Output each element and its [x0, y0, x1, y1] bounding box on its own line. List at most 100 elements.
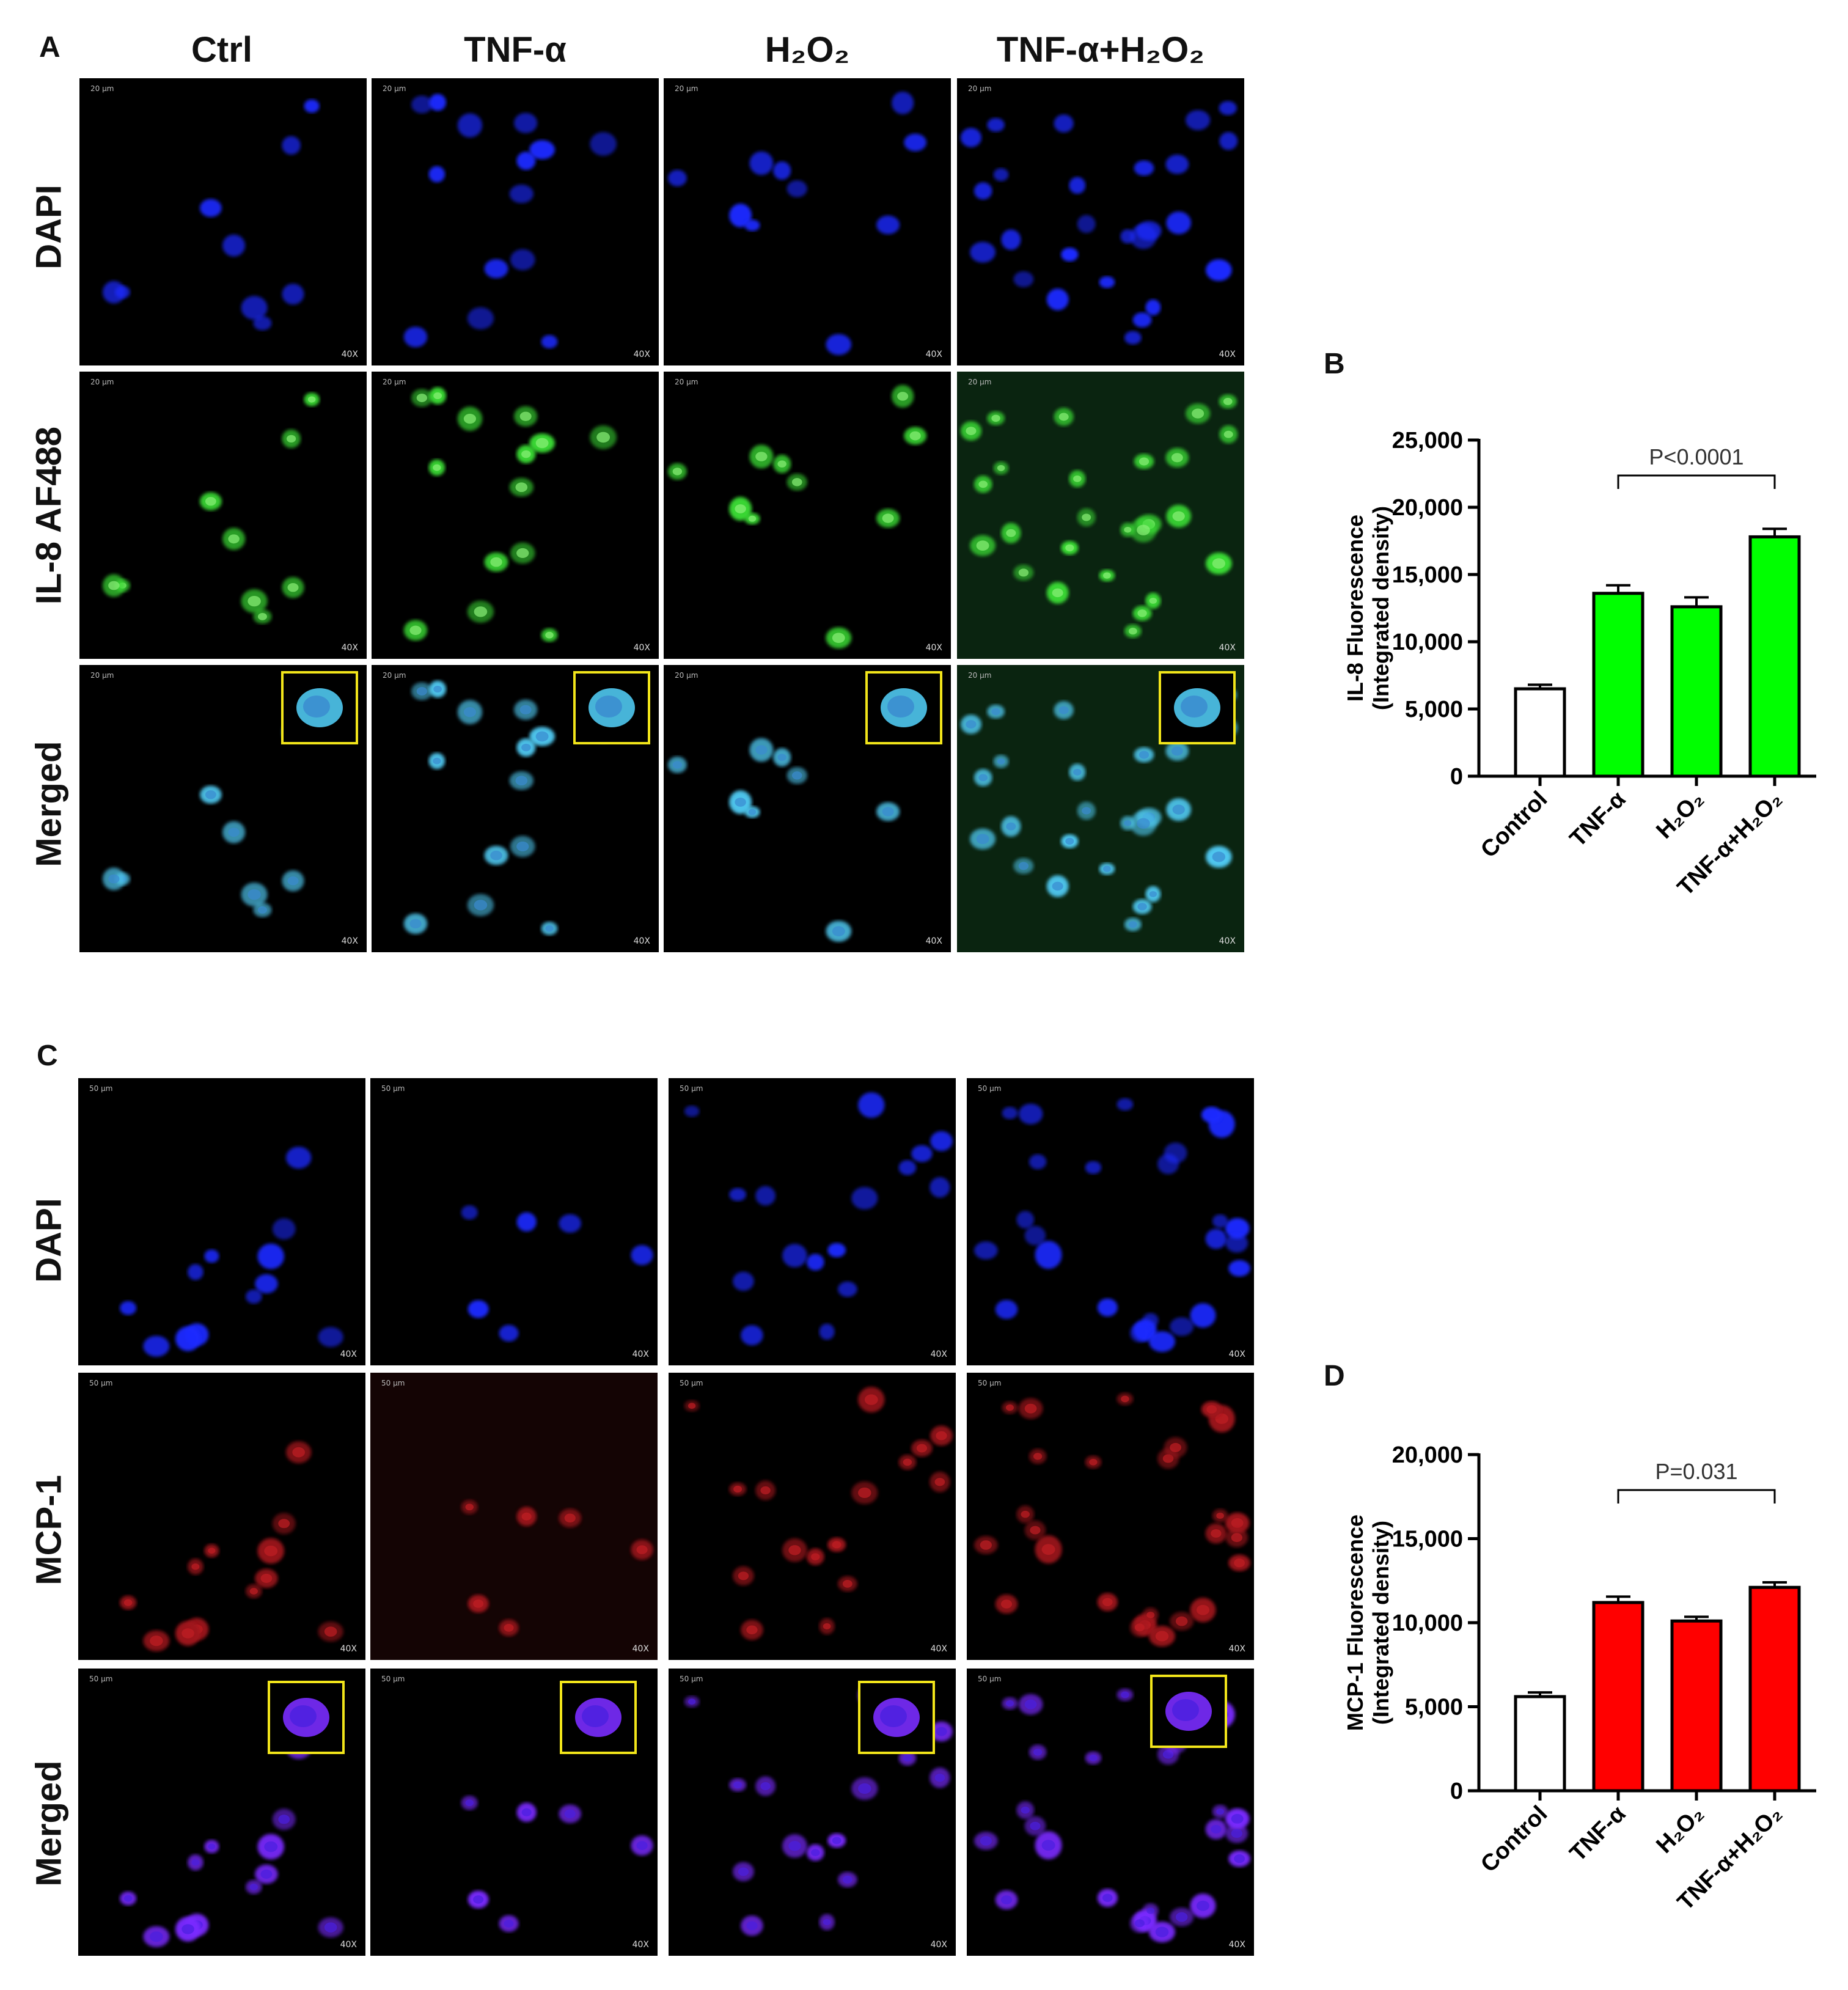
chart-d-ytick-label: 10,000: [1392, 1610, 1463, 1636]
scale-bar-label: 20 µm: [968, 84, 992, 93]
micrograph-a-dapi-2: 20 µm 40X: [664, 78, 951, 365]
chart-d-container: MCP-1 Fluorescence (Integrated density) 0 5…: [1296, 1406, 1846, 1986]
row-header-mcp1: MCP-1: [29, 1475, 69, 1585]
micrograph-c-dapi-2: 50 µm 40X: [669, 1078, 956, 1365]
chart-b-ytick-label: 25,000: [1392, 428, 1463, 453]
chart-d-ytick-label: 5,000: [1405, 1695, 1463, 1720]
magnification-label: 40X: [632, 1349, 649, 1359]
magnification-label: 40X: [1219, 643, 1236, 653]
scale-bar-label: 50 µm: [381, 1675, 405, 1683]
scale-bar-label: 20 µm: [90, 671, 114, 680]
scale-bar-label: 20 µm: [675, 378, 698, 386]
scale-bar-label: 20 µm: [968, 378, 992, 386]
magnification-label: 40X: [341, 643, 358, 653]
magnification-label: 40X: [1219, 936, 1236, 946]
scale-bar-label: 50 µm: [978, 1675, 1002, 1683]
panel-label-c: C: [37, 1040, 58, 1072]
micrograph-c-merged-1: 50 µm 40X: [370, 1669, 658, 1956]
zoom-inset: [281, 671, 358, 744]
scale-bar-label: 20 µm: [90, 84, 114, 93]
scale-bar-label: 50 µm: [680, 1675, 703, 1683]
chart-d-significance-bracket: [1617, 1489, 1776, 1504]
magnification-label: 40X: [632, 1940, 649, 1950]
micrograph-c-dapi-1: 50 µm 40X: [370, 1078, 658, 1365]
chart-b-category-label-1: TNF-α: [1565, 787, 1630, 852]
micrograph-a-dapi-3: 20 µm 40X: [957, 78, 1244, 365]
chart-b-ytick-label: 20,000: [1392, 495, 1463, 521]
chart-d-bar-1: [1592, 1601, 1645, 1793]
micrograph-c-dapi-0: 50 µm 40X: [78, 1078, 365, 1365]
scale-bar-label: 50 µm: [978, 1379, 1002, 1387]
micrograph-a-il8-3: 20 µm 40X: [957, 372, 1244, 659]
chart-b-category-label-2: H₂O₂: [1651, 787, 1709, 844]
magnification-label: 40X: [340, 1644, 357, 1654]
magnification-label: 40X: [1228, 1644, 1245, 1654]
chart-b: IL-8 Fluorescence (Integrated density) 0 5,…: [1343, 428, 1816, 901]
scale-bar-label: 50 µm: [680, 1379, 703, 1387]
chart-b-pvalue: P<0.0001: [1649, 444, 1744, 469]
scale-bar-label: 20 µm: [383, 378, 406, 386]
micrograph-a-merged-2: 20 µm 40X: [664, 665, 951, 952]
chart-d-category-label-2: H₂O₂: [1651, 1801, 1709, 1859]
chart-b-ytick-label: 5,000: [1405, 697, 1463, 722]
chart-d-ytick-label: 15,000: [1392, 1527, 1463, 1552]
chart-d-bar-3: [1748, 1585, 1801, 1793]
magnification-label: 40X: [341, 936, 358, 946]
micrograph-a-dapi-0: 20 µm 40X: [79, 78, 367, 365]
magnification-label: 40X: [930, 1940, 947, 1950]
row-header-dapi-c: DAPI: [29, 1198, 69, 1283]
chart-d: MCP-1 Fluorescence (Integrated density) 0 5…: [1343, 1442, 1816, 1915]
micrograph-a-il8-1: 20 µm 40X: [372, 372, 659, 659]
chart-d-ylabel-line-0: MCP-1 Fluorescence: [1343, 1515, 1368, 1731]
chart-b-bar-0: [1514, 687, 1566, 778]
chart-b-ytick-label: 0: [1450, 764, 1463, 790]
column-header-h2o2: H₂O₂: [765, 30, 850, 70]
magnification-label: 40X: [925, 350, 942, 359]
magnification-label: 40X: [930, 1349, 947, 1359]
chart-b-bar-3: [1748, 535, 1801, 778]
row-header-merged-a: Merged: [29, 741, 69, 867]
magnification-label: 40X: [925, 936, 942, 946]
scale-bar-label: 20 µm: [675, 671, 698, 680]
panel-label-a: A: [39, 31, 61, 64]
magnification-label: 40X: [340, 1349, 357, 1359]
chart-d-ytick-label: 0: [1450, 1779, 1463, 1804]
scale-bar-label: 20 µm: [383, 671, 406, 680]
zoom-inset: [865, 671, 942, 744]
micrograph-a-il8-0: 20 µm 40X: [79, 372, 367, 659]
magnification-label: 40X: [341, 350, 358, 359]
magnification-label: 40X: [930, 1644, 947, 1654]
column-header-tnf-h2o2: TNF-α+H₂O₂: [996, 30, 1205, 70]
chart-d-category-label-0: Control: [1476, 1801, 1552, 1878]
zoom-inset: [573, 671, 650, 744]
zoom-inset: [1159, 671, 1236, 744]
micrograph-a-merged-3: 20 µm 40X: [957, 665, 1244, 952]
chart-d-ytick-label: 20,000: [1392, 1442, 1463, 1468]
chart-d-bar-0: [1514, 1695, 1566, 1793]
zoom-inset: [858, 1681, 935, 1754]
scale-bar-label: 20 µm: [968, 671, 992, 680]
magnification-label: 40X: [633, 350, 650, 359]
magnification-label: 40X: [1219, 350, 1236, 359]
chart-d-ylabel-line-1: (Integrated density): [1368, 1521, 1393, 1725]
zoom-inset: [560, 1681, 637, 1754]
magnification-label: 40X: [1228, 1349, 1245, 1359]
row-header-merged-c: Merged: [29, 1760, 69, 1887]
magnification-label: 40X: [633, 643, 650, 653]
micrograph-c-merged-2: 50 µm 40X: [669, 1669, 956, 1956]
scale-bar-label: 50 µm: [381, 1379, 405, 1387]
scale-bar-label: 50 µm: [381, 1084, 405, 1093]
micrograph-c-dapi-3: 50 µm 40X: [967, 1078, 1254, 1365]
chart-b-ylabel-line-1: (Integrated density): [1368, 506, 1393, 710]
chart-b-ytick-label: 10,000: [1392, 630, 1463, 655]
scale-bar-label: 20 µm: [90, 378, 114, 386]
micrograph-a-merged-0: 20 µm 40X: [79, 665, 367, 952]
row-header-il8: IL-8 AF488: [29, 426, 69, 605]
chart-d-pvalue: P=0.031: [1655, 1459, 1737, 1484]
magnification-label: 40X: [632, 1644, 649, 1654]
chart-b-container: IL-8 Fluorescence (Integrated density) 0 5,…: [1296, 391, 1846, 972]
micrograph-c-mcp1-2: 50 µm 40X: [669, 1373, 956, 1660]
scale-bar-label: 50 µm: [680, 1084, 703, 1093]
chart-b-significance-bracket: [1617, 474, 1776, 489]
micrograph-a-dapi-1: 20 µm 40X: [372, 78, 659, 365]
